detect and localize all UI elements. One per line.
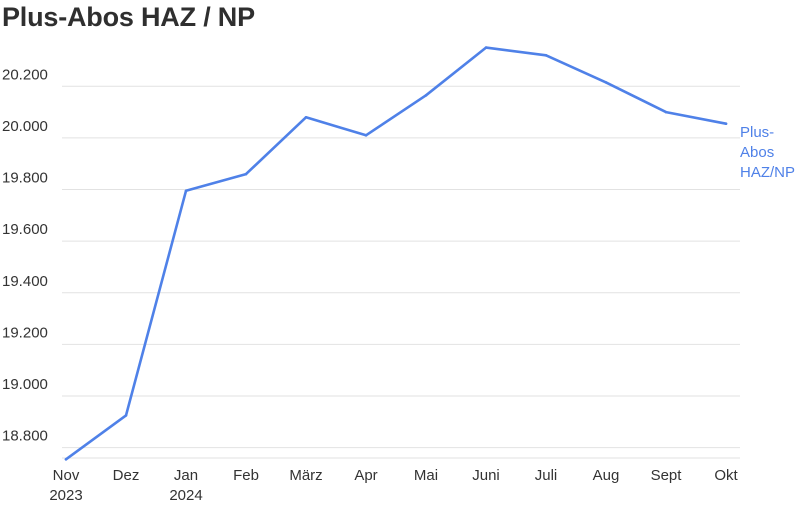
data-point — [604, 81, 608, 84]
x-axis-ticks: Nov 2023 Dez Jan 2024 Feb März Apr Mai Juni Juli Au… — [49, 467, 738, 504]
data-point — [64, 457, 68, 461]
data-point — [424, 94, 428, 97]
x-tick-label: März — [289, 467, 322, 484]
data-point — [724, 122, 728, 126]
y-tick-label: 20.000 — [2, 118, 48, 135]
data-point — [304, 115, 308, 119]
y-tick-label: 18.800 — [2, 428, 48, 445]
x-tick-label: Okt — [714, 467, 738, 484]
data-point — [544, 54, 548, 57]
x-tick-label: Juni — [472, 467, 500, 484]
x-tick-label: Nov 2023 — [49, 467, 82, 504]
data-point — [364, 134, 368, 137]
x-tick-label: Mai — [414, 467, 438, 484]
x-tick-label: Sept — [651, 467, 683, 484]
chart-title: Plus-Abos HAZ / NP — [2, 2, 255, 32]
x-tick-label: Feb — [233, 467, 259, 484]
y-axis-ticks: 18.800 19.000 19.200 19.400 19.600 19.800 20.0… — [2, 66, 48, 444]
data-point — [244, 172, 248, 176]
series-label: Plus-Abos HAZ/NP — [740, 124, 795, 181]
series-layer: Plus-Abos HAZ/NP — [64, 46, 795, 461]
data-point — [664, 110, 668, 114]
y-tick-label: 19.000 — [2, 376, 48, 393]
y-tick-label: 20.200 — [2, 66, 48, 83]
y-tick-label: 19.600 — [2, 221, 48, 238]
grid-lines — [62, 85, 740, 459]
x-tick-label: Juli — [535, 467, 558, 484]
y-tick-label: 19.400 — [2, 273, 48, 290]
x-tick-label: Jan 2024 — [169, 467, 202, 504]
data-point — [484, 46, 488, 49]
y-tick-label: 19.800 — [2, 170, 48, 187]
x-tick-label: Aug — [593, 467, 620, 484]
data-point — [184, 189, 188, 193]
x-tick-label: Apr — [354, 467, 377, 484]
x-tick-label: Dez — [113, 467, 140, 484]
y-tick-label: 19.200 — [2, 324, 48, 341]
data-point — [124, 414, 128, 417]
series-line — [64, 46, 728, 461]
